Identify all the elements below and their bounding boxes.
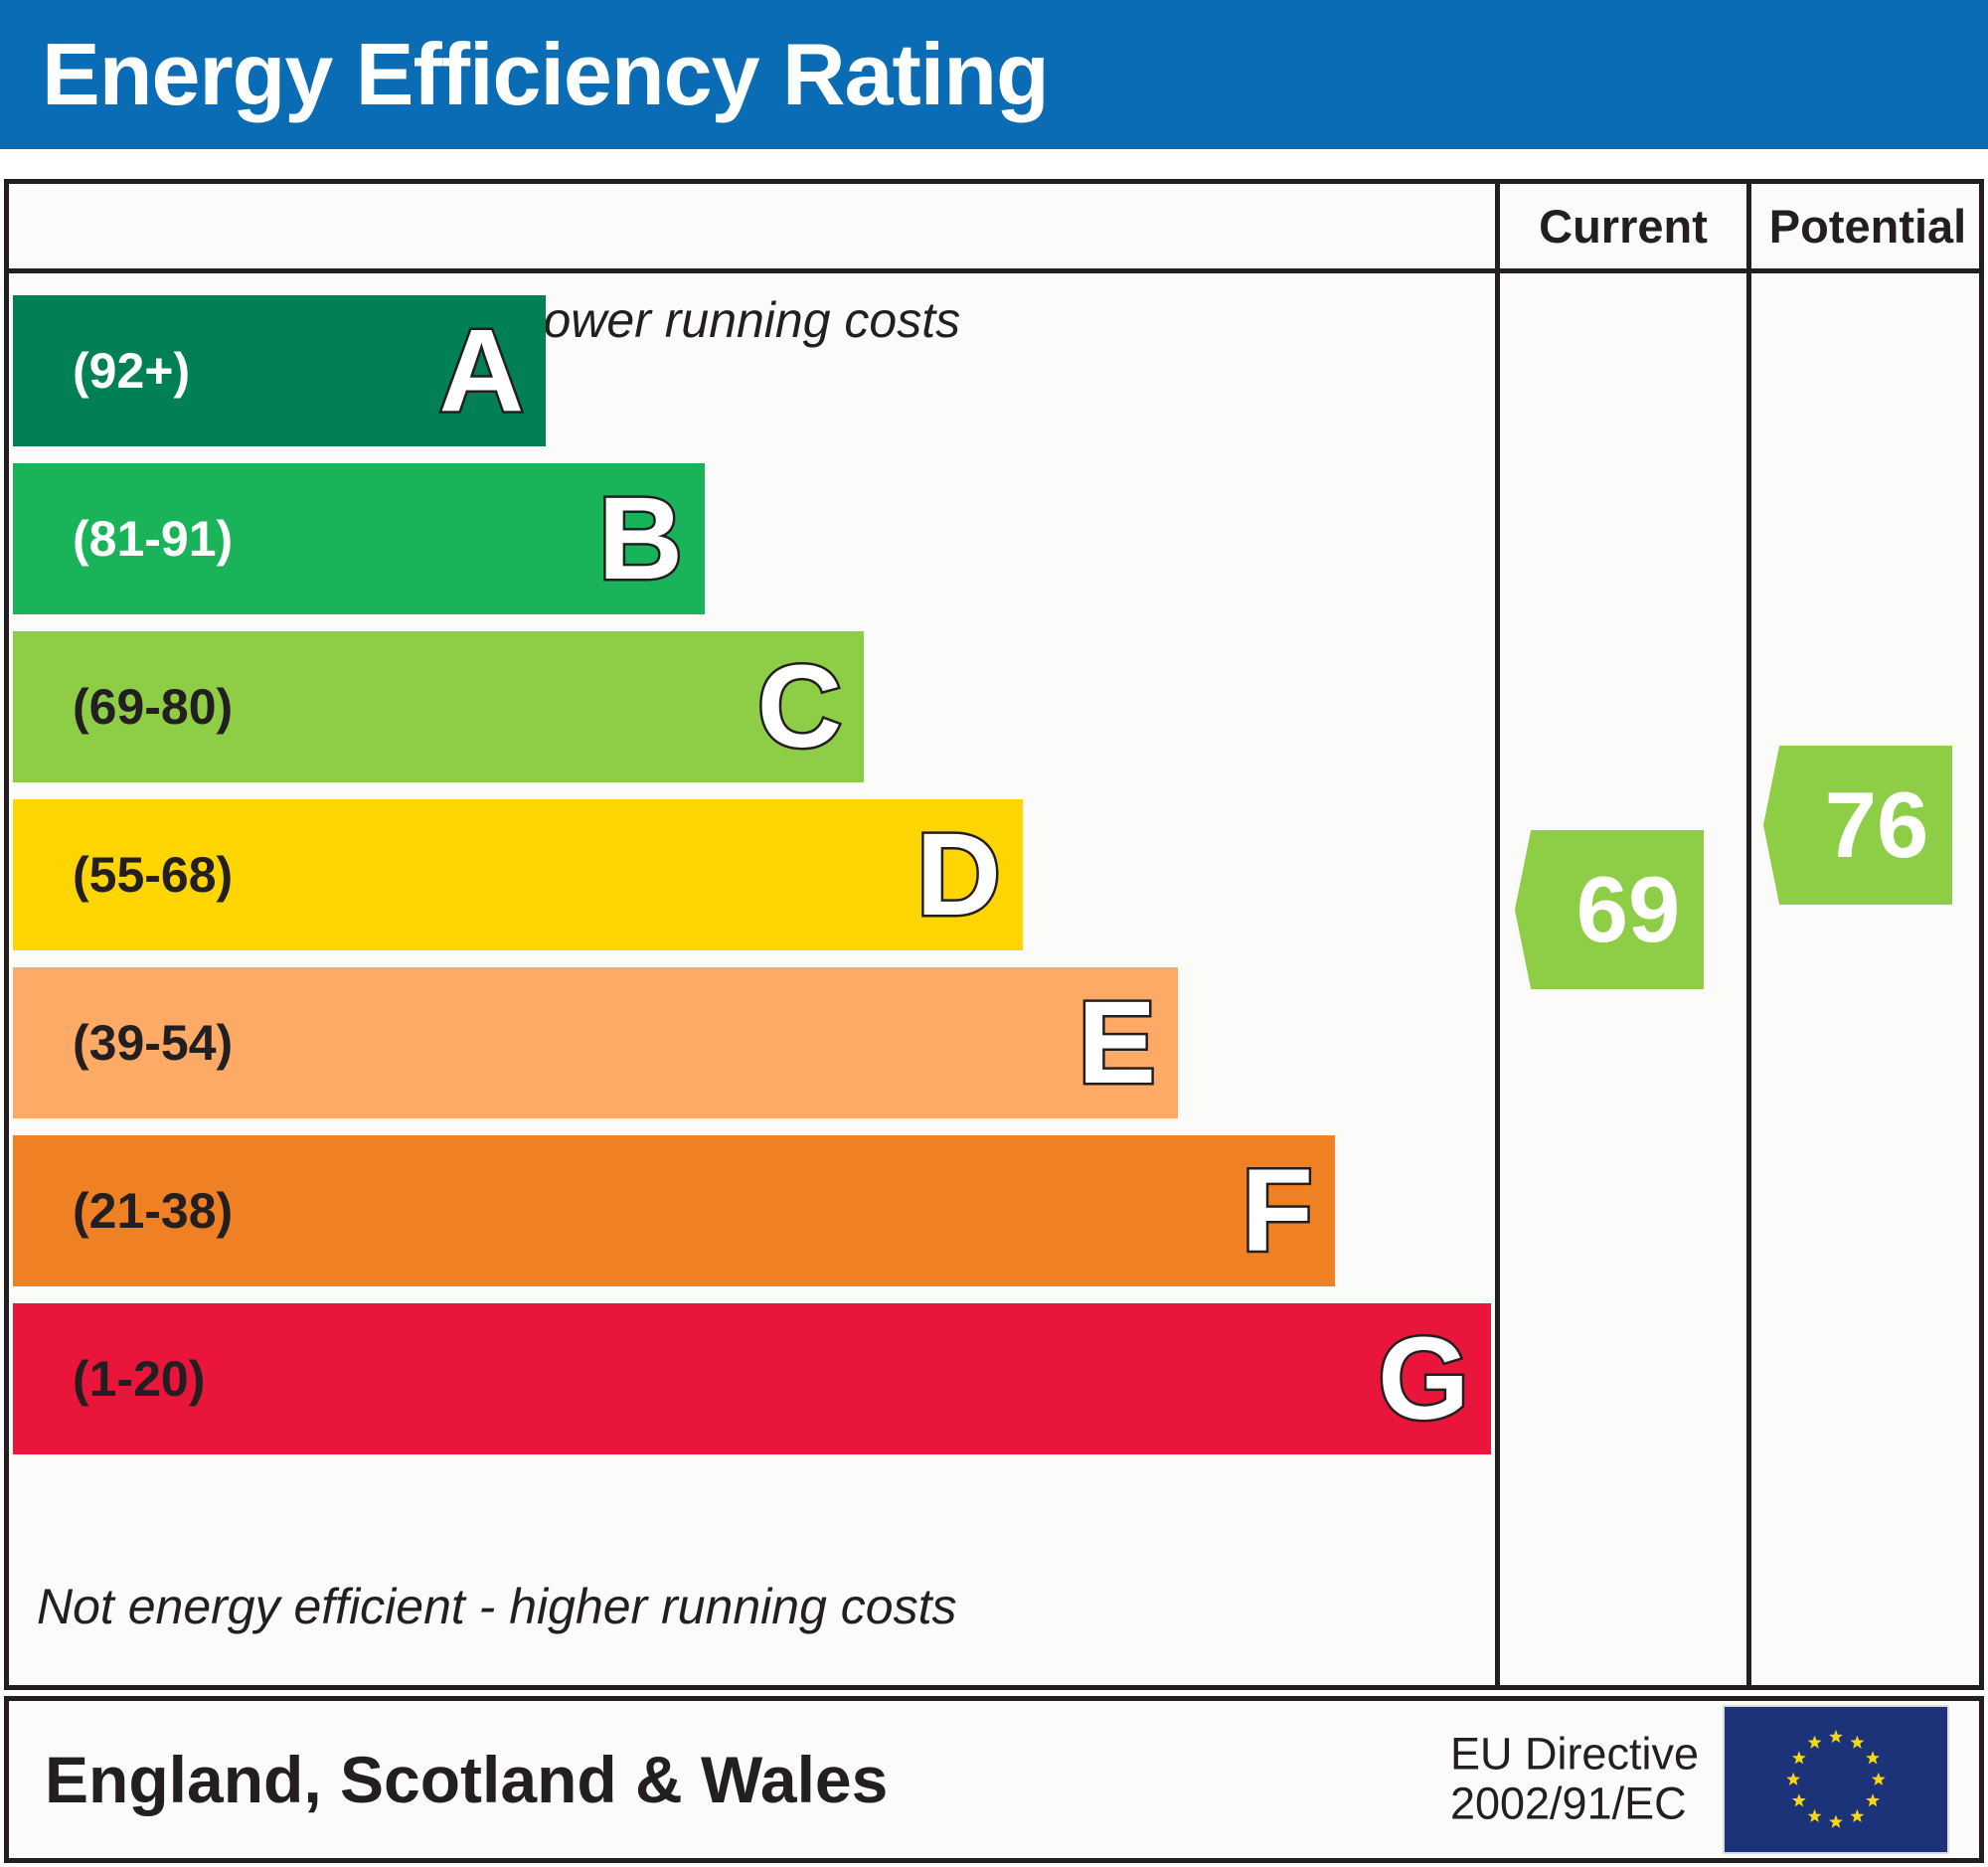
rating-value-potential: 76 <box>1824 772 1929 877</box>
band-letter-b: B <box>595 473 685 604</box>
band-bars: (92+) A (81-91) B (69-80) C (55-68) D (39-54) E (2… <box>9 184 1495 1685</box>
band-row-b: (81-91) B <box>13 463 705 614</box>
region-label: England, Scotland & Wales <box>45 1743 889 1816</box>
column-divider-left <box>1495 184 1500 1685</box>
band-letter-g: G <box>1376 1313 1472 1444</box>
rating-value-current: 69 <box>1575 857 1681 961</box>
band-range-a: (92+) <box>73 343 191 399</box>
band-row-a: (92+) A <box>13 295 546 446</box>
footer-bar: England, Scotland & Wales EU Directive 2… <box>4 1696 1984 1863</box>
band-range-c: (69-80) <box>73 679 234 735</box>
band-row-d: (55-68) D <box>13 799 1023 950</box>
column-header-row: Current Potential <box>9 184 1979 273</box>
page-title: Energy Efficiency Rating <box>42 25 1050 123</box>
eu-directive-line-2: 2002/91/EC <box>1449 1779 1687 1829</box>
title-bar: Energy Efficiency Rating <box>0 0 1988 149</box>
band-row-c: (69-80) C <box>13 631 864 782</box>
band-letter-d: D <box>913 809 1003 940</box>
band-range-f: (21-38) <box>73 1183 234 1239</box>
band-letter-a: A <box>436 305 526 436</box>
band-letter-e: E <box>1076 977 1159 1108</box>
band-letter-c: C <box>754 641 844 772</box>
band-range-d: (55-68) <box>73 847 234 903</box>
column-header-current: Current <box>1539 200 1708 253</box>
band-row-g: (1-20) G <box>13 1303 1491 1454</box>
caption-inefficient: Not energy efficient - higher running co… <box>37 1579 957 1634</box>
rating-table: Current Potential Very energy efficient … <box>4 179 1984 1690</box>
rating-arrow-potential: 76 <box>1763 746 1952 905</box>
rating-arrow-current: 69 <box>1515 830 1704 989</box>
band-row-e: (39-54) E <box>13 967 1178 1118</box>
eu-directive-label: EU Directive 2002/91/EC <box>1449 1728 1699 1830</box>
eu-directive-line-1: EU Directive <box>1449 1728 1699 1780</box>
column-divider-right <box>1746 184 1751 1685</box>
band-letter-f: F <box>1239 1145 1315 1276</box>
band-range-b: (81-91) <box>73 511 234 567</box>
column-header-potential: Potential <box>1768 200 1967 253</box>
eu-flag-icon <box>1723 1705 1949 1854</box>
band-range-g: (1-20) <box>73 1351 206 1407</box>
band-range-e: (39-54) <box>73 1015 234 1071</box>
band-row-f: (21-38) F <box>13 1135 1335 1286</box>
